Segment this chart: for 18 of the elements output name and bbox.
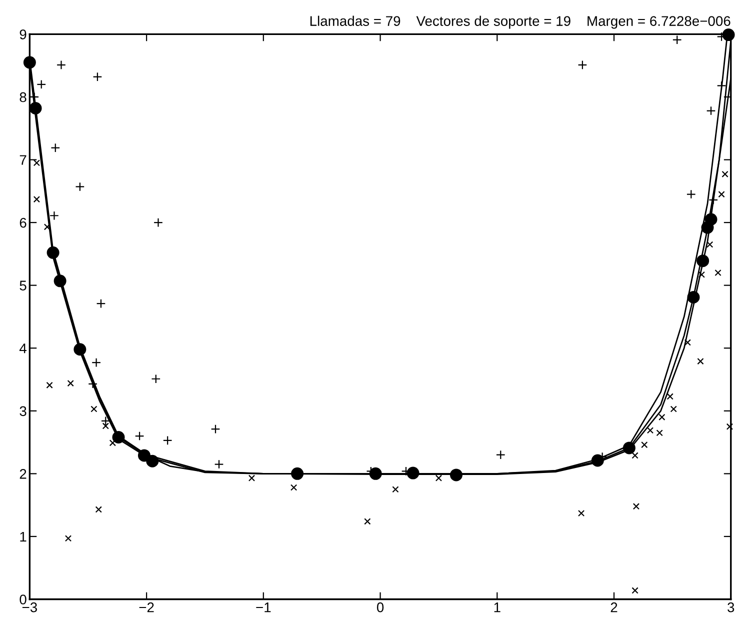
x-tick-label: 0	[376, 602, 384, 612]
y-tick-label: 5	[20, 280, 26, 290]
y-tick-label: 2	[20, 469, 26, 479]
y-tick-label: 9	[20, 29, 26, 40]
x-tick-label: −1	[256, 602, 271, 612]
x-tick-label: 2	[610, 602, 618, 612]
y-tick-label: 7	[20, 155, 26, 165]
y-tick-label: 8	[20, 92, 26, 102]
y-tick-label: 0	[20, 594, 26, 604]
y-tick-label: 3	[20, 406, 26, 416]
y-tick-label: 1	[20, 532, 26, 542]
x-tick-label: −2	[139, 602, 154, 612]
x-tick-label: −3	[22, 602, 37, 612]
x-tick-label: 3	[728, 602, 734, 612]
chart-title: Llamadas = 79 Vectores de soporte = 19 Margen = 6.7228e−006	[310, 16, 730, 29]
y-tick-label: 6	[20, 218, 26, 228]
y-tick-label: 4	[20, 344, 26, 354]
x-tick-label: 1	[494, 602, 500, 612]
